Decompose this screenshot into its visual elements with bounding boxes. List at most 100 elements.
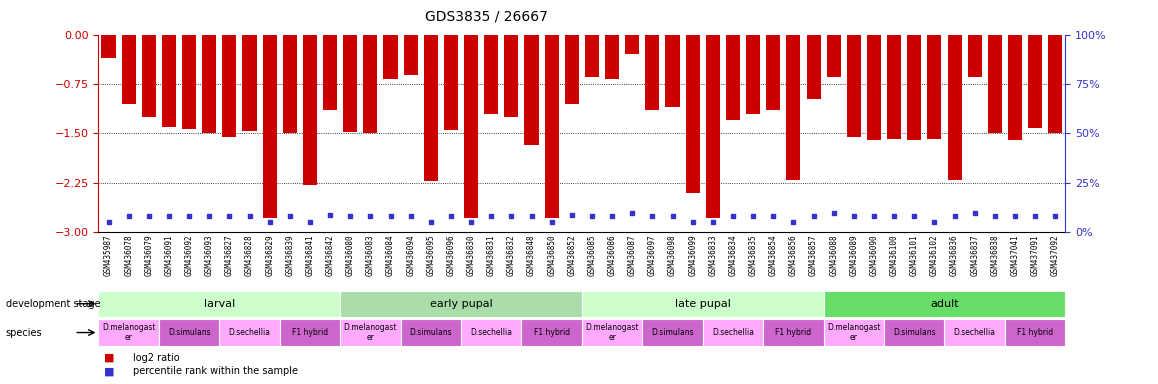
Text: GSM436093: GSM436093 [205, 234, 214, 276]
Bar [424, 35, 438, 181]
Text: GSM436827: GSM436827 [225, 234, 234, 276]
Bar [222, 35, 236, 137]
Bar [1048, 35, 1062, 134]
Text: D.simulans: D.simulans [893, 328, 936, 337]
Text: F1 hybrid: F1 hybrid [534, 328, 570, 337]
Bar [606, 35, 620, 79]
Text: GSM436848: GSM436848 [527, 234, 536, 276]
Text: GSM436088: GSM436088 [829, 234, 838, 276]
Text: GSM436078: GSM436078 [124, 234, 133, 276]
Text: GSM436089: GSM436089 [849, 234, 858, 276]
Bar [102, 35, 116, 58]
Bar [827, 35, 841, 78]
Text: GSM437091: GSM437091 [1031, 234, 1040, 276]
Bar [182, 35, 196, 129]
Text: GSM436836: GSM436836 [950, 234, 959, 276]
Text: F1 hybrid: F1 hybrid [1017, 328, 1054, 337]
Text: GSM436080: GSM436080 [346, 234, 354, 276]
Bar [884, 319, 945, 346]
Bar [122, 35, 135, 104]
Text: GSM436101: GSM436101 [910, 234, 918, 276]
Text: GSM436079: GSM436079 [145, 234, 153, 276]
Bar [404, 35, 418, 75]
Bar [203, 35, 217, 134]
Text: GSM436102: GSM436102 [930, 234, 939, 276]
Text: GSM436839: GSM436839 [285, 234, 294, 276]
Bar [907, 35, 922, 140]
Bar [364, 35, 378, 134]
Bar [461, 319, 521, 346]
Text: D.sechellia: D.sechellia [712, 328, 754, 337]
Text: larval: larval [204, 299, 235, 309]
Bar [1028, 35, 1042, 128]
Text: species: species [6, 328, 43, 338]
Text: log2 ratio: log2 ratio [133, 353, 179, 363]
Text: GSM436828: GSM436828 [245, 234, 254, 276]
Bar [581, 291, 823, 317]
Text: GDS3835 / 26667: GDS3835 / 26667 [425, 10, 548, 23]
Bar [726, 35, 740, 120]
Text: GSM436085: GSM436085 [587, 234, 596, 276]
Text: GSM436094: GSM436094 [406, 234, 416, 276]
Text: D.simulans: D.simulans [168, 328, 211, 337]
Text: F1 hybrid: F1 hybrid [776, 328, 812, 337]
Text: GSM436834: GSM436834 [728, 234, 738, 276]
Bar [340, 291, 581, 317]
Bar [303, 35, 317, 185]
Bar [763, 319, 823, 346]
Text: GSM436086: GSM436086 [608, 234, 616, 276]
Text: GSM436852: GSM436852 [567, 234, 577, 276]
Text: percentile rank within the sample: percentile rank within the sample [133, 366, 298, 376]
Bar [703, 319, 763, 346]
Bar [263, 35, 277, 218]
Bar [666, 35, 680, 107]
Text: D.melanogast
er: D.melanogast er [344, 323, 397, 342]
Bar [585, 35, 599, 78]
Bar [625, 35, 639, 55]
Bar [544, 35, 558, 218]
Text: GSM436850: GSM436850 [548, 234, 556, 276]
Text: GSM436831: GSM436831 [486, 234, 496, 276]
Text: GSM436099: GSM436099 [688, 234, 697, 276]
Text: adult: adult [930, 299, 959, 309]
Text: GSM436829: GSM436829 [265, 234, 274, 276]
Bar [823, 291, 1065, 317]
Bar [565, 35, 579, 104]
Bar [98, 319, 159, 346]
Bar [505, 35, 519, 117]
Text: D.sechellia: D.sechellia [954, 328, 996, 337]
Bar [484, 35, 498, 114]
Bar [219, 319, 280, 346]
Text: D.sechellia: D.sechellia [470, 328, 512, 337]
Bar [928, 35, 941, 139]
Text: GSM436095: GSM436095 [426, 234, 435, 276]
Text: GSM436091: GSM436091 [164, 234, 174, 276]
Text: GSM436087: GSM436087 [628, 234, 637, 276]
Text: GSM436100: GSM436100 [889, 234, 899, 276]
Text: GSM436856: GSM436856 [789, 234, 798, 276]
Text: ■: ■ [104, 353, 115, 363]
Text: GSM437041: GSM437041 [1011, 234, 1019, 276]
Text: F1 hybrid: F1 hybrid [292, 328, 328, 337]
Bar [340, 319, 401, 346]
Bar [786, 35, 800, 180]
Text: late pupal: late pupal [675, 299, 731, 309]
Text: GSM435987: GSM435987 [104, 234, 113, 276]
Text: GSM436854: GSM436854 [769, 234, 778, 276]
Text: GSM436835: GSM436835 [748, 234, 757, 276]
Text: GSM436833: GSM436833 [709, 234, 717, 276]
Text: GSM436092: GSM436092 [184, 234, 193, 276]
Bar [643, 319, 703, 346]
Bar [705, 35, 720, 218]
Bar [98, 291, 340, 317]
Text: GSM436083: GSM436083 [366, 234, 375, 276]
Bar [686, 35, 699, 193]
Text: GSM436832: GSM436832 [507, 234, 516, 276]
Bar [283, 35, 296, 134]
Bar [1007, 35, 1023, 140]
Bar [464, 35, 478, 218]
Text: GSM436098: GSM436098 [668, 234, 677, 276]
Text: GSM436097: GSM436097 [647, 234, 657, 276]
Bar [525, 35, 538, 145]
Bar [947, 35, 961, 180]
